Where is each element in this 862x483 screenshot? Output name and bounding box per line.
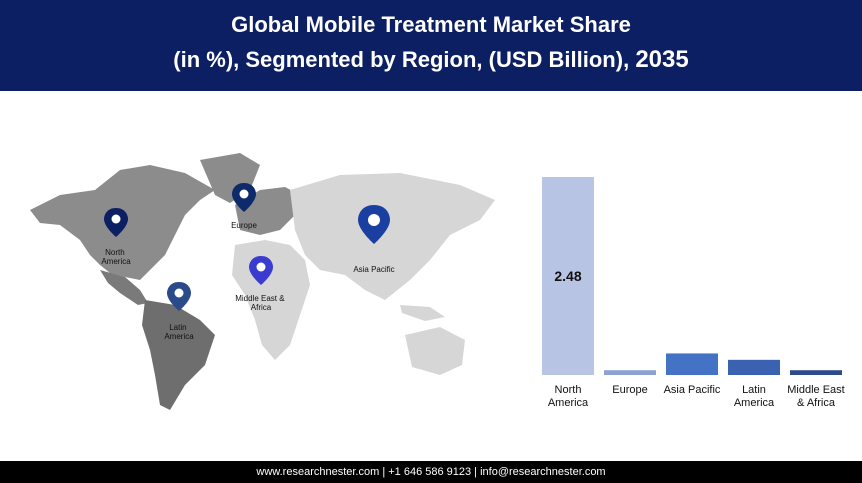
category-label: Middle East xyxy=(787,384,844,396)
category-label: America xyxy=(548,397,589,409)
footer-contact: www.researchnester.com | +1 646 586 9123… xyxy=(0,461,862,483)
pin-dot xyxy=(256,262,266,272)
islands-shape xyxy=(400,305,445,321)
bar-3 xyxy=(728,359,780,375)
south-america-shape xyxy=(142,300,215,410)
category-label: Europe xyxy=(612,384,647,396)
pin-latin-america xyxy=(167,282,191,311)
category-label: Asia Pacific xyxy=(664,384,721,396)
pin-middle-east-africa xyxy=(249,256,273,285)
category-label: North xyxy=(555,384,582,396)
bar-0 xyxy=(542,177,594,375)
pin-dot xyxy=(111,214,121,224)
chart-title-year: 2035 xyxy=(635,46,689,73)
map-label-line: America xyxy=(101,257,131,266)
central-america-shape xyxy=(100,270,148,305)
pin-dot xyxy=(174,288,184,298)
map-label-asia-pacific: Asia Pacific xyxy=(353,265,394,274)
map-label-line: Asia Pacific xyxy=(353,265,394,274)
chart-title-line1: Global Mobile Treatment Market Share xyxy=(231,12,631,37)
map-label-line: Africa xyxy=(251,303,272,312)
continents xyxy=(30,153,495,410)
australia-shape xyxy=(405,327,465,375)
map-label-line: Latin xyxy=(169,323,186,332)
asia-shape xyxy=(290,173,495,300)
category-label: Latin xyxy=(742,384,766,396)
pin-europe xyxy=(232,183,256,212)
chart-title-line2: (in %), Segmented by Region, (USD Billio… xyxy=(0,46,862,74)
map-label-line: Middle East & xyxy=(235,294,285,303)
bar-2 xyxy=(666,353,718,375)
category-label: America xyxy=(734,397,775,409)
pin-dot xyxy=(368,214,380,226)
bar-1 xyxy=(604,370,656,375)
world-map: North America Europe Asia Pacific Middle… xyxy=(30,153,495,410)
pin-dot xyxy=(239,189,249,199)
data-label: 2.48 xyxy=(554,268,581,284)
pin-asia-pacific xyxy=(358,205,390,244)
map-label-line: America xyxy=(164,332,194,341)
pin-north-america xyxy=(104,208,128,237)
bar-4 xyxy=(790,370,842,375)
map-label-north-america: North America xyxy=(101,248,131,266)
map-label-latin-america: Latin America xyxy=(164,323,194,341)
chart-title-text: (in %), Segmented by Region, (USD Billio… xyxy=(173,47,630,72)
map-label-europe: Europe xyxy=(231,221,257,230)
map-label-line: North xyxy=(105,248,125,257)
title-banner: Global Mobile Treatment Market Share (in… xyxy=(0,0,862,91)
map-label-middle-east-africa: Middle East & Africa xyxy=(235,294,287,312)
category-label: & Africa xyxy=(797,397,836,409)
map-label-line: Europe xyxy=(231,221,257,230)
